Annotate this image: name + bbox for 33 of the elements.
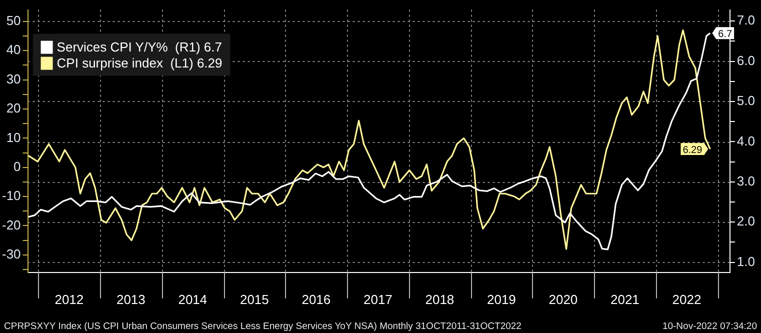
- y-tick-label: 50: [6, 13, 21, 28]
- y-tick-label: -10: [2, 188, 21, 204]
- legend-label: CPI surprise index (L1) 6.29: [56, 55, 222, 70]
- x-tick-label: 2017: [363, 292, 392, 307]
- x-tick-label: 2012: [54, 292, 84, 307]
- y2-tick-label: 2.0: [736, 214, 756, 229]
- x-tick-label: 2015: [240, 292, 269, 307]
- y-tick-label: 0: [14, 158, 21, 174]
- data-label: 6.29: [682, 144, 703, 156]
- y2-tick-label: 4.0: [736, 133, 756, 148]
- y-tick-label: 30: [6, 71, 21, 86]
- y-tick-label: -30: [2, 246, 21, 262]
- y-tick-label: 10: [6, 130, 21, 145]
- y2-tick-label: 7.0: [736, 12, 756, 28]
- x-tick-label: 2019: [486, 292, 516, 307]
- x-tick-label: 2013: [116, 292, 146, 307]
- x-tick-label: 2014: [178, 292, 208, 307]
- y-tick-label: -20: [2, 217, 21, 232]
- text: 10-Nov-2022 07:34:20: [662, 320, 757, 333]
- x-tick-label: 2020: [548, 292, 578, 307]
- y2-tick-label: 5.0: [736, 93, 756, 108]
- y2-tick-label: 3.0: [736, 173, 756, 188]
- y-tick-label: 20: [6, 100, 21, 116]
- x-tick-label: 2022: [672, 292, 702, 307]
- text: CPRPSXYY Index (US CPI Urban Consumers Services Less Energy Services YoY NSA) Monthly 31OCT2011-31OCT2022: [4, 320, 522, 333]
- legend-label: Services CPI Y/Y% (R1) 6.7: [56, 39, 222, 54]
- x-tick-label: 2018: [425, 292, 454, 307]
- y-tick-label: 40: [6, 42, 21, 58]
- y2-tick-label: 6.0: [736, 52, 756, 68]
- x-tick-label: 2021: [610, 292, 640, 307]
- data-label: 6.7: [718, 28, 733, 40]
- x-tick-label: 2016: [302, 292, 331, 307]
- y2-tick-label: 1.0: [736, 254, 756, 269]
